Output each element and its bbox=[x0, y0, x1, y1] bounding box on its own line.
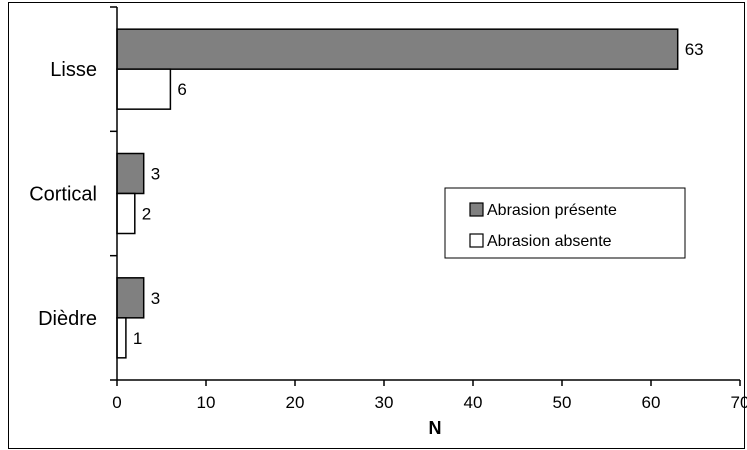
data-label: 1 bbox=[133, 329, 142, 348]
data-label: 63 bbox=[685, 40, 704, 59]
bar-abrasion-presente-2 bbox=[116, 277, 145, 319]
legend-swatch bbox=[469, 233, 484, 248]
x-tick-label: 50 bbox=[553, 393, 572, 412]
x-tick-label: 0 bbox=[112, 393, 121, 412]
data-label: 2 bbox=[142, 205, 151, 224]
bar-abrasion-absente-0 bbox=[116, 68, 172, 110]
x-tick-label: 40 bbox=[464, 393, 483, 412]
legend: Abrasion présente Abrasion absente bbox=[444, 187, 686, 259]
x-axis-title: N bbox=[429, 418, 442, 438]
x-tick-label: 10 bbox=[197, 393, 216, 412]
data-label: 6 bbox=[177, 80, 186, 99]
bar-abrasion-presente-1 bbox=[116, 152, 145, 195]
x-tick-label: 60 bbox=[642, 393, 661, 412]
bar-abrasion-presente-0 bbox=[116, 28, 679, 70]
chart-frame bbox=[8, 2, 745, 449]
axes-layer: 0 10 20 30 40 50 60 70 bbox=[110, 6, 747, 412]
x-tick-label: 70 bbox=[731, 393, 747, 412]
x-tick-label: 30 bbox=[375, 393, 394, 412]
legend-swatch bbox=[469, 202, 484, 217]
category-label: Dièdre bbox=[38, 308, 97, 330]
legend-box bbox=[444, 187, 686, 259]
data-label: 3 bbox=[151, 289, 160, 308]
bar-abrasion-absente-1 bbox=[116, 192, 136, 235]
category-label: Lisse bbox=[50, 59, 97, 81]
labels-layer: 63 6 Lisse 3 2 Cortical 3 1 Dièdre bbox=[29, 40, 703, 348]
bars-layer bbox=[116, 28, 679, 359]
category-label: Cortical bbox=[29, 184, 97, 206]
bar-abrasion-absente-2 bbox=[116, 317, 127, 359]
x-tick-label: 20 bbox=[286, 393, 305, 412]
data-label: 3 bbox=[151, 165, 160, 184]
legend-label: Abrasion absente bbox=[487, 233, 612, 250]
legend-label: Abrasion présente bbox=[487, 202, 617, 219]
